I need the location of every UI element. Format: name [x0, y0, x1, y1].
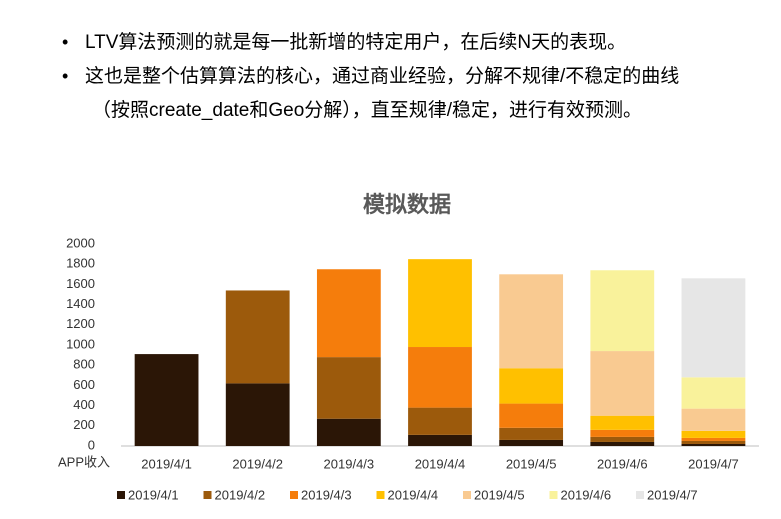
bar-segment — [499, 439, 564, 446]
x-tick-label: 2019/4/7 — [688, 456, 739, 471]
bullet-text: 这也是整个估算算法的核心，通过商业经验，分解不规律/不稳定的曲线 — [85, 65, 679, 87]
legend-label: 2019/4/2 — [215, 487, 266, 502]
bar-segment — [499, 403, 564, 428]
y-tick-label: 0 — [88, 437, 95, 452]
bar-segment — [590, 429, 655, 437]
x-tick-label: 2019/4/4 — [415, 456, 466, 471]
legend-marker — [203, 491, 212, 499]
bar-segment — [681, 430, 746, 438]
legend-marker — [290, 491, 298, 499]
legend-marker — [549, 491, 558, 499]
legend-label: 2019/4/4 — [388, 487, 439, 502]
bar-segment — [499, 427, 564, 440]
bar-segment — [681, 377, 746, 409]
y-tick-label: 800 — [73, 357, 95, 372]
legend-marker — [636, 491, 644, 499]
bar-segment — [316, 269, 381, 358]
bar-segment — [225, 383, 290, 446]
bar-segment — [408, 347, 472, 408]
y-tick-label: 1200 — [66, 316, 95, 331]
y-tick-label: 1800 — [66, 256, 95, 271]
bar-segment — [681, 443, 746, 446]
x-tick-label: 2019/4/2 — [232, 456, 283, 471]
y-tick-label: 400 — [73, 397, 95, 412]
legend-label: 2019/4/3 — [301, 487, 352, 502]
bar-segment — [316, 418, 381, 446]
bar-segment — [499, 368, 564, 404]
bar-segment — [225, 290, 290, 384]
bar-segment — [681, 278, 746, 378]
bullet-dot: • — [62, 66, 68, 86]
legend-label: 2019/4/6 — [561, 487, 612, 502]
legend-label: 2019/4/5 — [474, 487, 525, 502]
y-tick-label: 2000 — [66, 235, 95, 250]
bullet-text: （按照create_date和Geo分解），直至规律/稳定，进行有效预测。 — [92, 99, 642, 121]
chart-title: 模拟数据 — [363, 192, 451, 217]
bar-segment — [590, 351, 655, 416]
y-tick-label: 1400 — [66, 296, 95, 311]
x-tick-label: 2019/4/6 — [597, 456, 648, 471]
bar-segment — [590, 441, 655, 446]
x-axis-label: APP收入 — [58, 454, 110, 469]
bar-segment — [408, 407, 472, 435]
y-tick-label: 600 — [73, 377, 95, 392]
bar-segment — [590, 415, 655, 430]
legend-marker — [376, 491, 385, 499]
bar-segment — [681, 408, 746, 431]
bar-segment — [134, 354, 199, 446]
bar-segment — [499, 274, 564, 369]
y-tick-label: 200 — [73, 417, 95, 432]
legend-marker — [117, 491, 125, 499]
bar-segment — [316, 357, 381, 419]
bar-segment — [408, 259, 472, 348]
bullet-dot: • — [62, 32, 68, 52]
bar-segment — [681, 440, 746, 444]
legend-label: 2019/4/1 — [128, 487, 179, 502]
y-tick-label: 1000 — [66, 336, 95, 351]
bar-segment — [590, 270, 655, 352]
legend-marker — [463, 491, 471, 499]
x-tick-label: 2019/4/3 — [324, 456, 375, 471]
legend-label: 2019/4/7 — [647, 487, 698, 502]
x-tick-label: 2019/4/1 — [141, 456, 192, 471]
bar-segment — [590, 436, 655, 442]
bar-segment — [408, 434, 472, 446]
bar-segment — [681, 437, 746, 441]
y-tick-label: 1600 — [66, 276, 95, 291]
bullet-text: LTV算法预测的就是每一批新增的特定用户，在后续N天的表现。 — [85, 31, 626, 53]
x-tick-label: 2019/4/5 — [506, 456, 557, 471]
